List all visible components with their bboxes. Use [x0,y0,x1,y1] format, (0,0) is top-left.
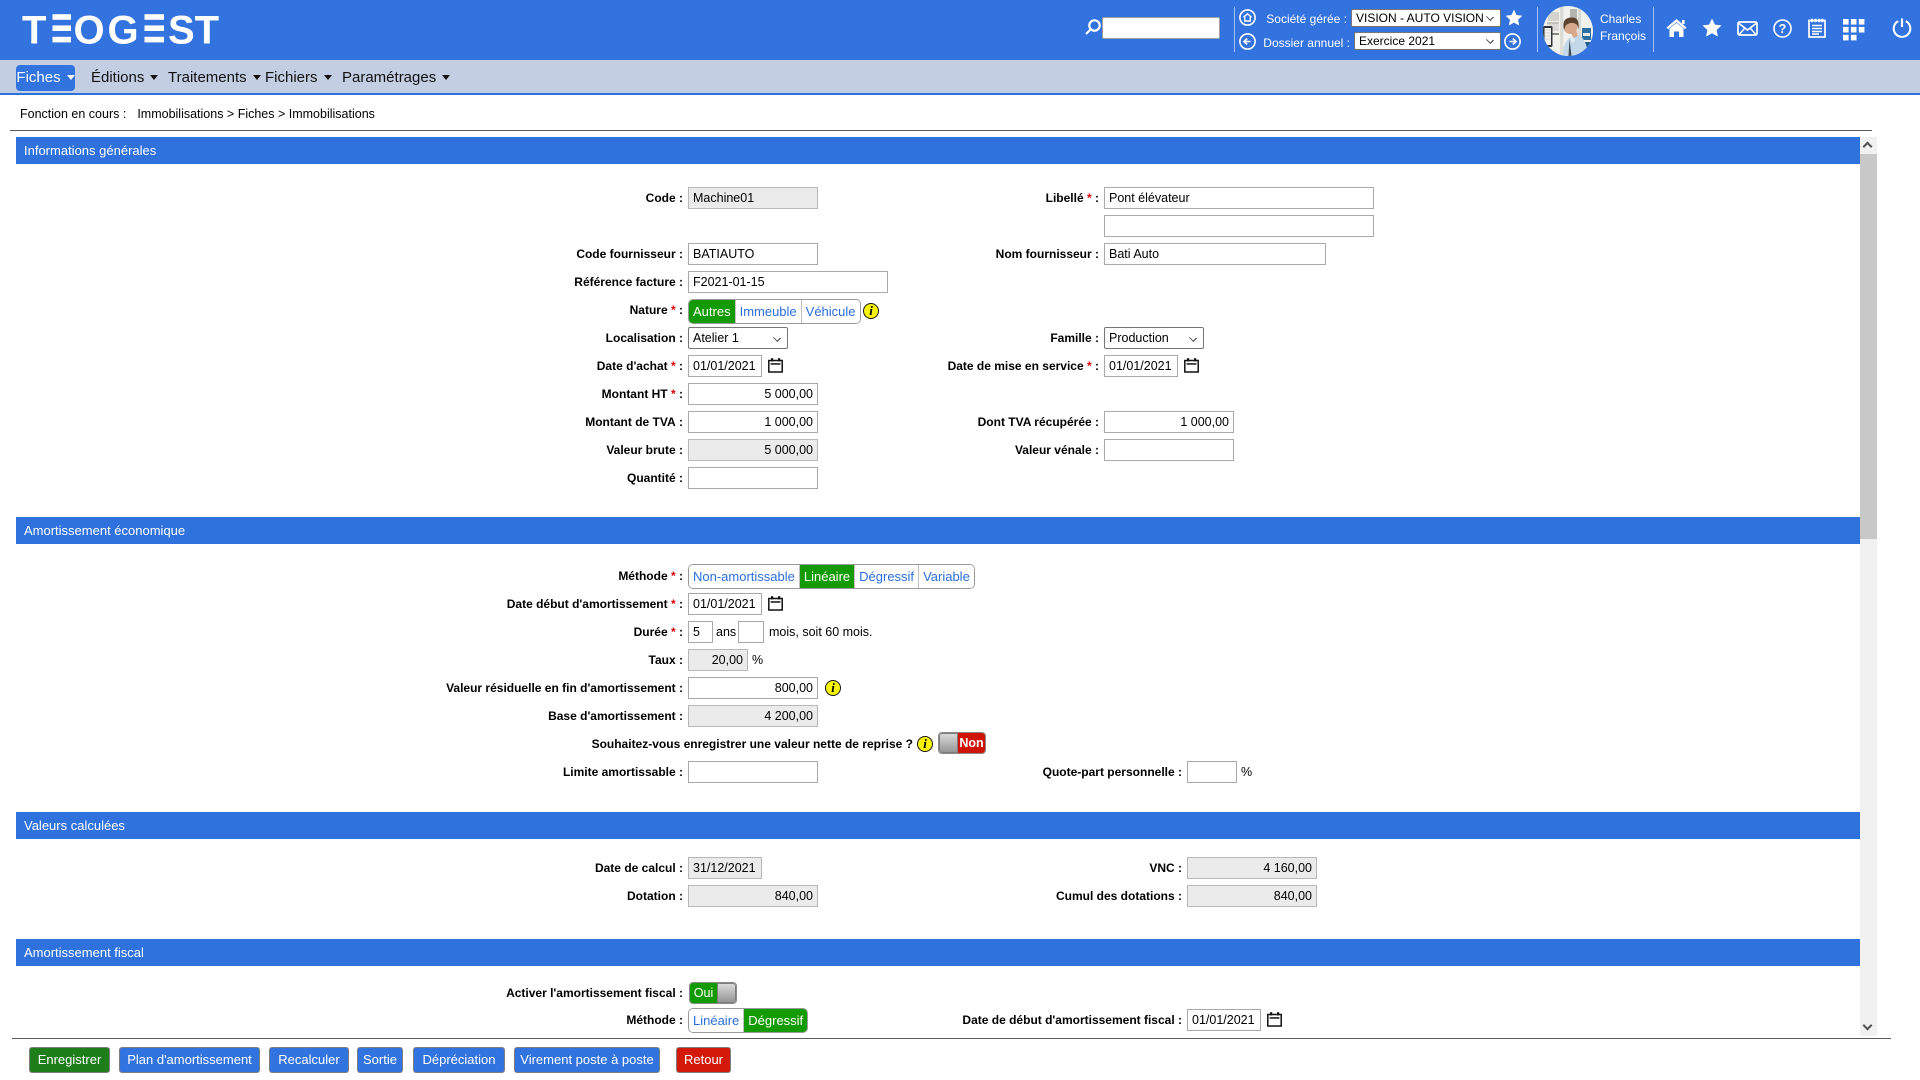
svg-text:G: G [108,8,139,52]
svg-text:ST: ST [168,8,219,52]
svg-text:O: O [74,8,105,52]
svg-text:?: ? [1779,22,1787,36]
svg-text:T: T [22,8,46,52]
